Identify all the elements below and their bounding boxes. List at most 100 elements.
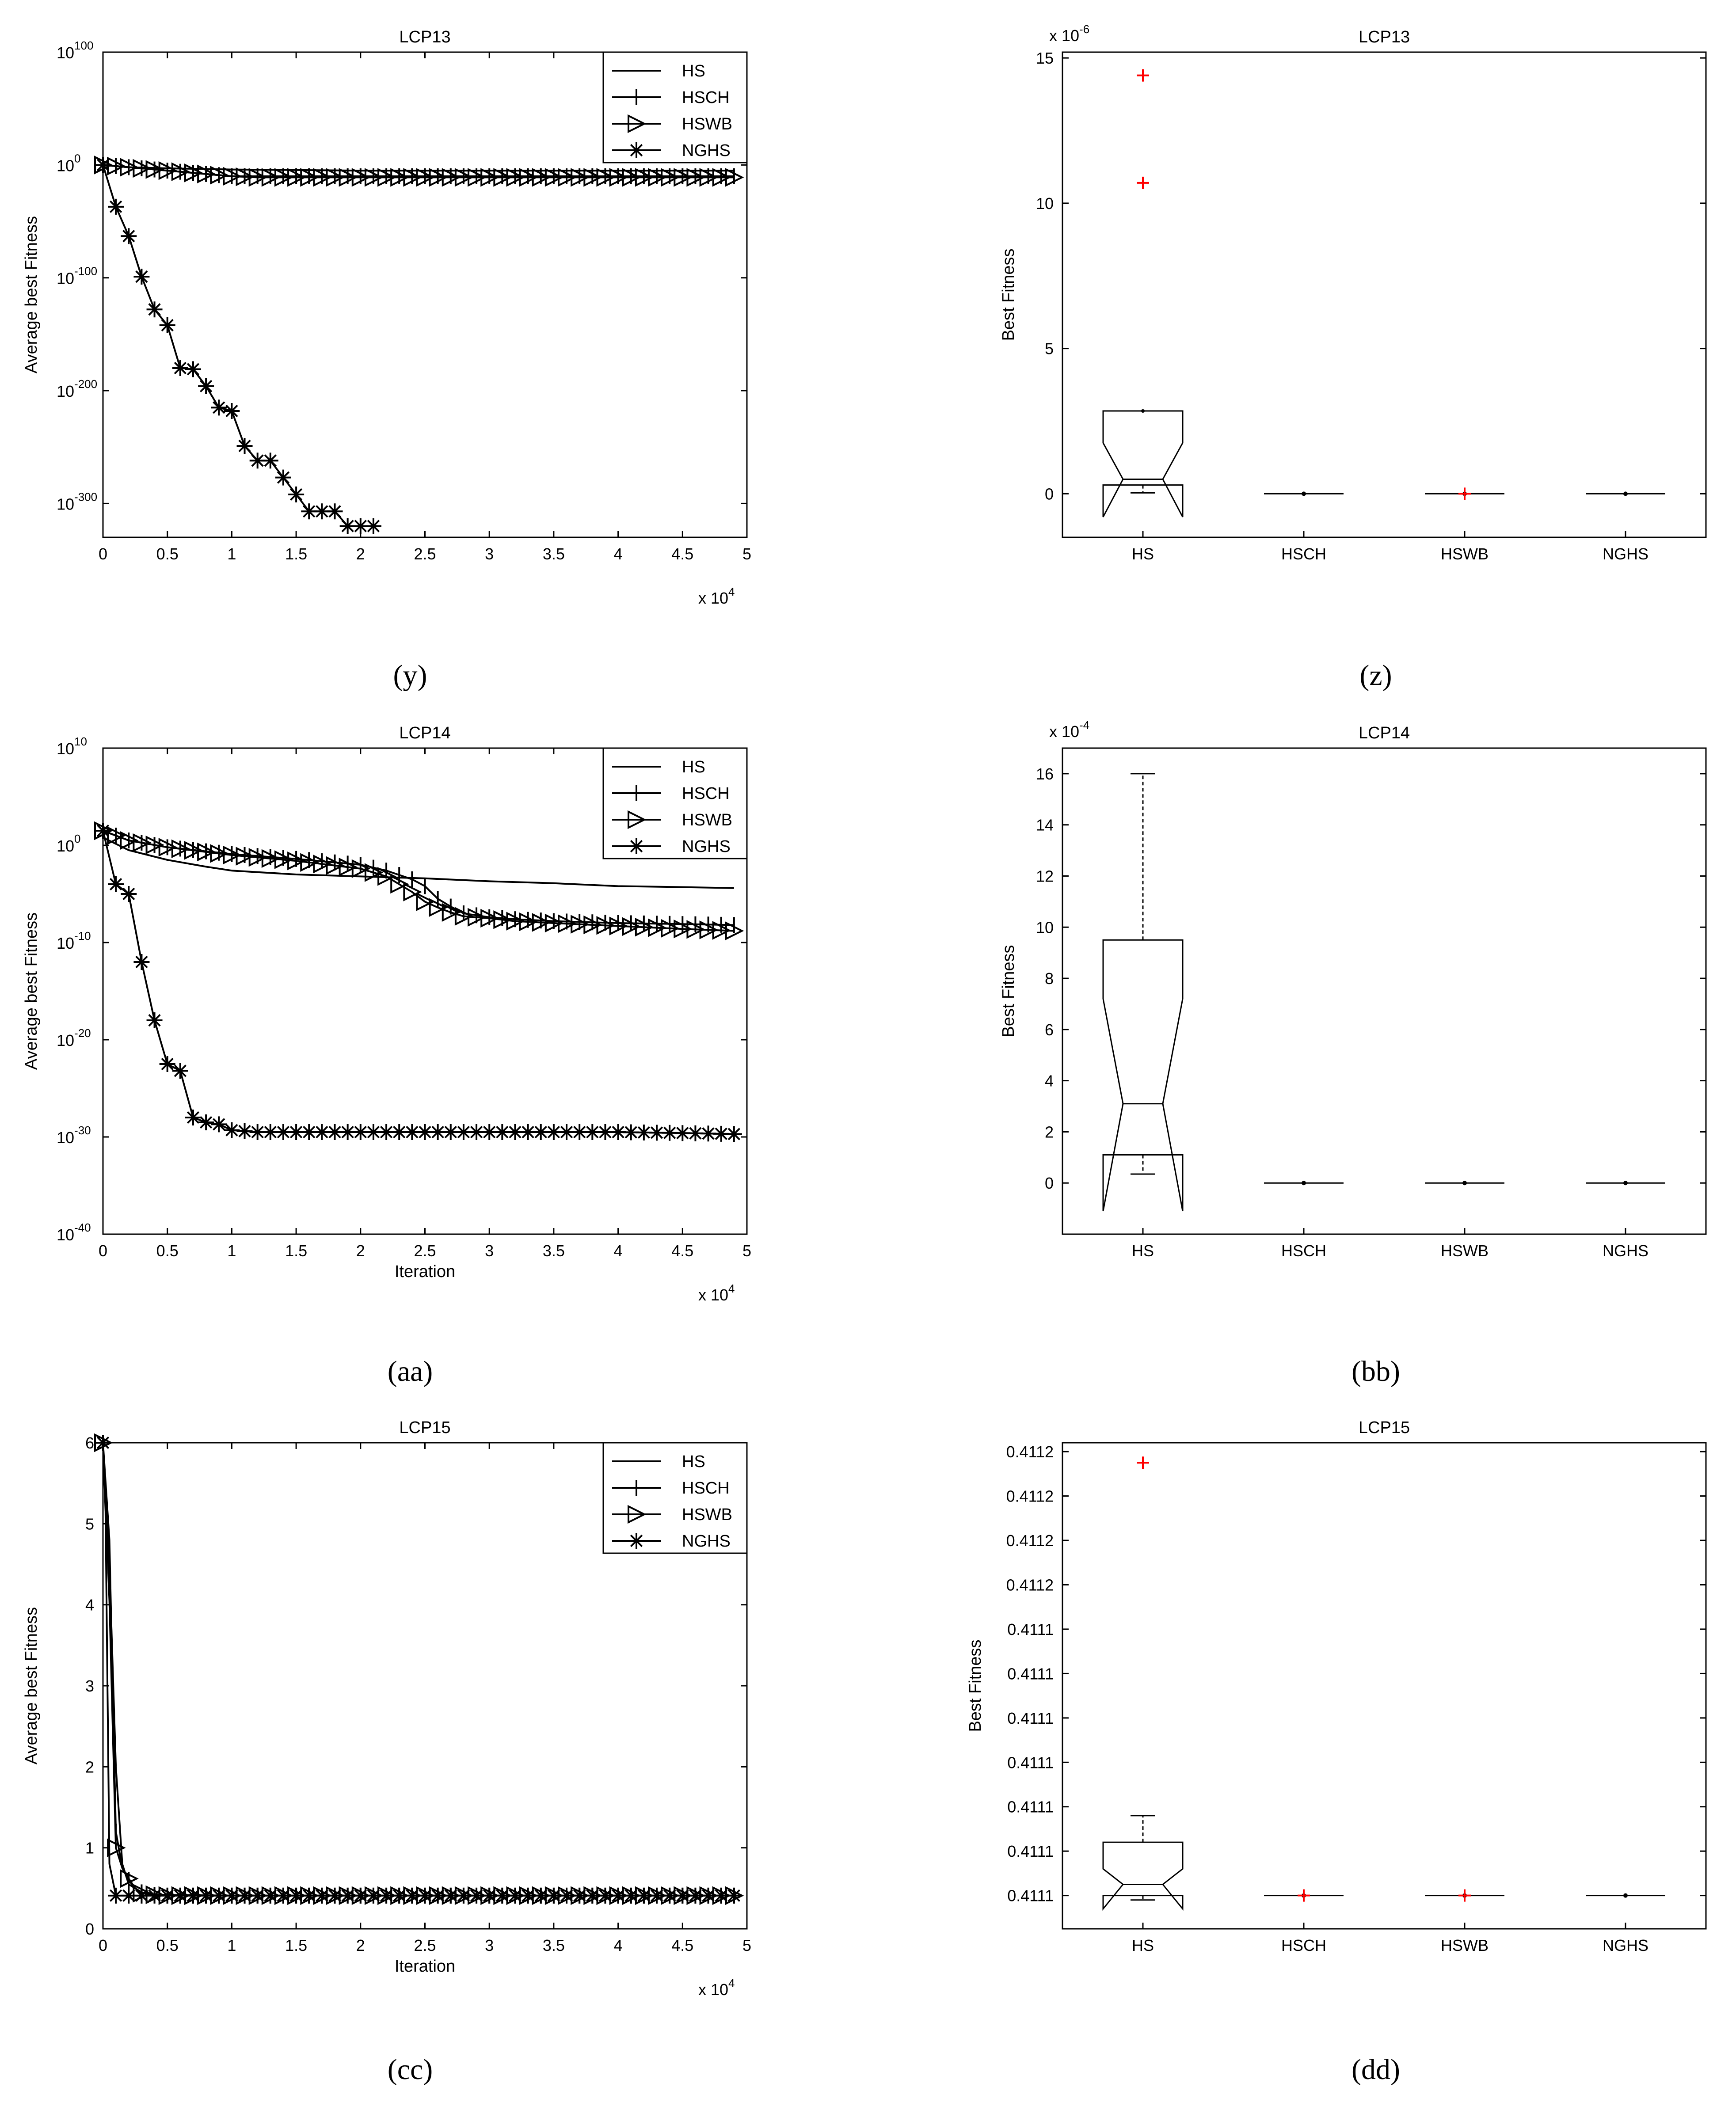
x-tick-label: 5: [742, 1242, 751, 1260]
data-point-HSWB: [558, 914, 577, 933]
x-tick-label: 0: [99, 1242, 107, 1260]
data-point-NGHS: [249, 1124, 266, 1140]
data-point-NGHS: [198, 378, 214, 394]
data-point-HSWB: [493, 168, 512, 187]
data-point-HSWB: [287, 168, 306, 187]
data-point-NGHS: [172, 1887, 188, 1904]
caption-cc: (cc): [388, 2053, 433, 2086]
legend-marker-NGHS: [628, 838, 644, 854]
outlier-marker: [1298, 1889, 1310, 1902]
legend-marker-NGHS: [628, 142, 644, 158]
x-tick-label: 1: [227, 1936, 236, 1954]
median-dot: [1623, 1893, 1628, 1898]
median-dot: [1623, 1181, 1628, 1186]
y-axis-label: Average best Fitness: [22, 1607, 41, 1764]
x-tick-label: 4.5: [671, 545, 693, 563]
x-tick-label: 0: [99, 545, 107, 563]
outlier-marker: [1137, 69, 1149, 82]
legend-marker-HSWB: [628, 114, 647, 133]
data-point-NGHS: [610, 1887, 626, 1904]
data-point-NGHS: [481, 1124, 498, 1140]
data-point-NGHS: [327, 1887, 343, 1904]
legend-label-NGHS: NGHS: [682, 141, 731, 160]
x-tick-label: HS: [1132, 545, 1154, 563]
x-tick-label: 5: [742, 1936, 751, 1954]
y-axis-label: Average best Fitness: [22, 912, 41, 1070]
data-point-NGHS: [121, 1887, 137, 1904]
data-point-NGHS: [301, 1887, 317, 1904]
data-point-HSWB: [223, 845, 242, 865]
box-body: [1102, 1841, 1184, 1911]
data-point-HSWB: [648, 168, 667, 187]
data-point-HSWB: [506, 168, 525, 187]
y-tick-label: 12: [1036, 867, 1054, 885]
y-tick-label: 0: [85, 1920, 94, 1938]
y-tick-label: 6: [85, 1434, 94, 1452]
data-point-NGHS: [352, 1124, 369, 1140]
data-point-HSWB: [506, 912, 525, 931]
data-point-HSWB: [596, 168, 615, 187]
y-tick-label: 1: [85, 1839, 94, 1857]
x-tick-label: HS: [1132, 1936, 1154, 1954]
data-point-HSWB: [686, 920, 705, 939]
data-point-HSWB: [416, 168, 435, 187]
data-point-NGHS: [533, 1887, 549, 1904]
data-point-HSWB: [480, 909, 499, 928]
x-tick-label: 3.5: [543, 545, 565, 563]
x-tick-label: NGHS: [1603, 1936, 1648, 1954]
data-point-HSWB: [145, 836, 165, 855]
chart-z-title: LCP13: [1359, 28, 1410, 46]
data-point-NGHS: [494, 1124, 510, 1140]
data-point-NGHS: [314, 1124, 330, 1140]
y-tick-label: 4: [85, 1596, 94, 1614]
data-point-HSWB: [133, 833, 152, 852]
data-point-NGHS: [687, 1887, 704, 1904]
x-tick-label: 4: [614, 1242, 623, 1260]
data-point-NGHS: [700, 1887, 716, 1904]
data-point-HSWB: [107, 156, 126, 176]
data-point-HSWB: [712, 921, 731, 940]
data-point-HSWB: [107, 1838, 126, 1857]
data-point-NGHS: [623, 1124, 639, 1140]
data-point-HSWB: [339, 858, 358, 877]
box-HSCH: [1264, 491, 1344, 496]
data-point-HSWB: [236, 167, 255, 186]
x-tick-label: 1.5: [285, 1936, 307, 1954]
legend-label-NGHS: NGHS: [682, 837, 731, 856]
data-point-HSWB: [571, 168, 590, 187]
data-point-NGHS: [146, 1012, 163, 1028]
x-tick-label: 4.5: [671, 1242, 693, 1260]
y-tick-label: 0.4111: [1007, 1887, 1054, 1905]
data-point-NGHS: [339, 1124, 356, 1140]
data-point-NGHS: [339, 1887, 356, 1904]
data-point-NGHS: [327, 1124, 343, 1140]
y-tick-label: 0: [1045, 485, 1054, 503]
series-HSWB: [94, 156, 744, 187]
data-point-NGHS: [468, 1887, 485, 1904]
caption-y: (y): [393, 659, 427, 692]
data-point-NGHS: [365, 518, 381, 534]
y-tick-label: 0.4111: [1007, 1798, 1054, 1816]
data-point-NGHS: [262, 452, 278, 469]
data-point-NGHS: [545, 1124, 562, 1140]
data-point-HSWB: [442, 168, 461, 187]
data-point-HSWB: [210, 166, 229, 185]
box-HS: [1102, 773, 1184, 1212]
legend-label-HS: HS: [682, 758, 705, 776]
data-point-NGHS: [571, 1887, 588, 1904]
data-point-NGHS: [314, 503, 330, 520]
legend-marker-HSWB: [628, 810, 647, 829]
data-point-HSWB: [403, 882, 422, 901]
data-point-HSWB: [558, 168, 577, 187]
data-point-NGHS: [108, 1887, 124, 1904]
data-point-NGHS: [404, 1124, 420, 1140]
data-point-HSWB: [300, 853, 319, 872]
outlier-marker: [1458, 487, 1471, 500]
data-point-HSWB: [454, 168, 474, 187]
data-point-HSWB: [171, 162, 190, 181]
data-point-NGHS: [224, 1887, 240, 1904]
data-point-HSWB: [609, 916, 628, 935]
data-point-HSWB: [635, 168, 654, 187]
y-axis-label: Best Fitness: [999, 945, 1018, 1037]
